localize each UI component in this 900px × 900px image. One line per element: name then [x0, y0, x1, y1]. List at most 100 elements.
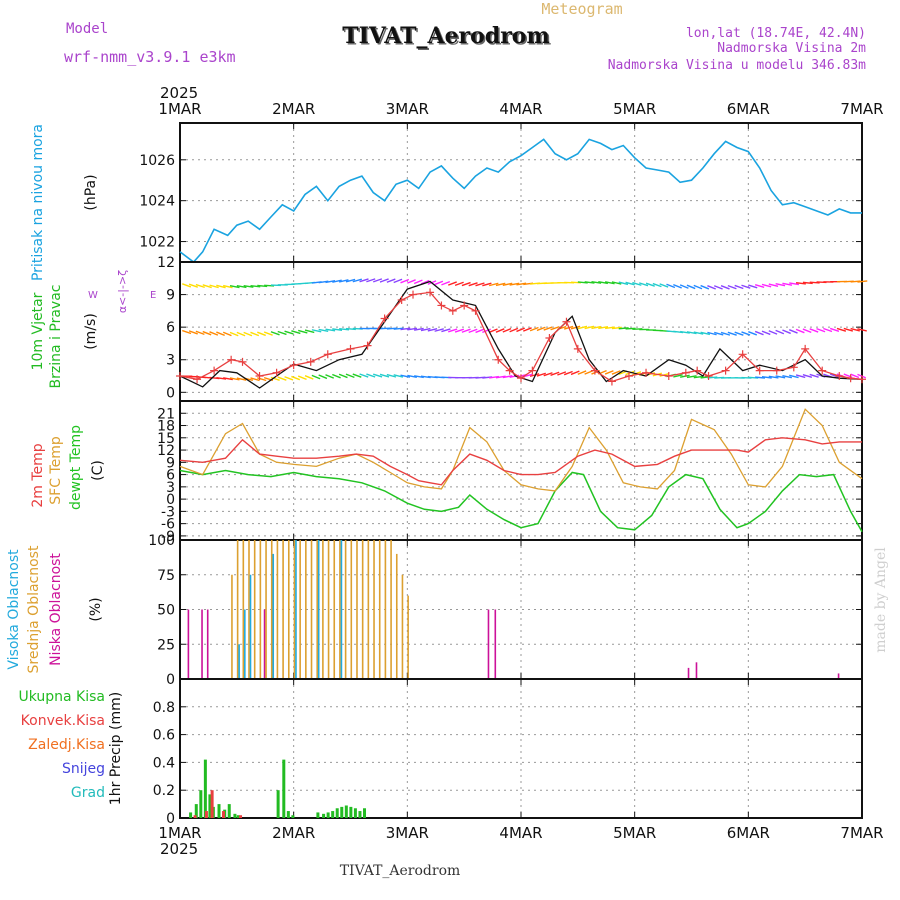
wind-barb	[625, 327, 636, 330]
y-tick-label: 9	[166, 455, 175, 471]
wind-barb	[755, 376, 766, 379]
model-label: Model	[66, 21, 108, 37]
wind-barb	[420, 279, 430, 285]
cloud-bar	[317, 540, 320, 679]
precip-bar	[236, 815, 240, 818]
cloud-bar	[344, 540, 347, 679]
y-tick-label: 0.6	[153, 728, 175, 744]
wind-barb	[741, 284, 751, 289]
wind-speed-point	[346, 344, 355, 353]
precip-bar	[340, 806, 344, 818]
wind-barb	[223, 377, 233, 381]
wind-barb	[407, 374, 417, 378]
y-tick-label: 0	[166, 672, 175, 688]
wind-barb	[352, 278, 362, 283]
wind-barb	[577, 281, 588, 284]
wind-barb	[502, 282, 513, 286]
precip-bar	[239, 815, 243, 818]
precip-label: Grad	[71, 785, 105, 801]
wind-barb	[236, 331, 246, 337]
wind-barb	[263, 331, 273, 336]
wind-barb	[618, 281, 629, 286]
wind-barb	[829, 373, 839, 378]
wind-barb	[393, 374, 404, 378]
wind-barb	[291, 330, 301, 335]
wind-barb	[850, 373, 860, 379]
time-tick-label-bottom: 3MAR	[386, 824, 429, 842]
cloud-bar	[322, 540, 324, 679]
wind-barb	[468, 282, 478, 287]
time-tick-label-bottom: 2MAR	[272, 824, 315, 842]
wind-barb	[714, 331, 724, 336]
wind-barb	[707, 285, 716, 290]
wind-speed-point	[272, 368, 281, 377]
wind-barb	[400, 278, 410, 284]
wind-barb	[748, 376, 759, 379]
cloud-bar	[327, 540, 330, 679]
wind-barb	[352, 373, 362, 378]
temp-label-sfc: SFC Temp	[48, 436, 64, 505]
panel-wind: 0 3 6 9 12	[157, 255, 868, 402]
wind-barb	[754, 284, 765, 289]
wind-barb	[645, 282, 655, 287]
wind-speed-point	[363, 341, 372, 350]
precip-bar	[204, 811, 208, 818]
wind-barb	[734, 331, 744, 336]
wind-barb	[686, 284, 696, 290]
wind-barb	[700, 331, 711, 336]
wind-barb	[229, 377, 240, 381]
cloud-bar	[270, 540, 273, 679]
cloud-bar	[395, 553, 398, 679]
panel-pressure: 1022 1024 1026	[139, 122, 863, 264]
cloud-label-low: Niska Oblacnost	[48, 553, 64, 666]
wind-barb	[202, 330, 212, 336]
cloud-label-high: Visoka Oblacnost	[6, 549, 22, 670]
cloud-bar	[299, 540, 301, 679]
wind-barb	[386, 327, 397, 330]
wind-barb	[243, 285, 254, 288]
cloud-bar	[236, 540, 239, 679]
wind-barb	[604, 281, 615, 285]
wind-barb	[359, 278, 369, 283]
cloud-bar	[305, 540, 307, 679]
wind-barb	[679, 284, 689, 289]
wind-barb	[529, 326, 539, 332]
cloud-bar	[295, 540, 297, 679]
wind-barb	[475, 328, 485, 334]
wind-speed-point	[460, 301, 469, 310]
wind-barb	[611, 370, 621, 375]
wind-barb	[223, 284, 233, 289]
wind-barb	[216, 331, 225, 337]
wind-barb	[502, 375, 513, 379]
wind-barb	[516, 282, 527, 286]
y-tick-label: 3	[166, 480, 175, 496]
wind-barb	[857, 328, 867, 332]
wind-barb	[727, 331, 737, 336]
temp-ylabel: (C)	[90, 460, 106, 481]
wind-barb	[250, 377, 260, 382]
wind-barb	[222, 331, 232, 337]
cloud-bar	[340, 540, 343, 679]
wind-barb	[441, 328, 451, 333]
precip-bar	[194, 804, 198, 818]
wind-speed-point	[494, 355, 503, 364]
precip-bar	[326, 812, 330, 818]
cloud-bar	[384, 540, 387, 679]
wind-barb	[543, 372, 553, 377]
wind-barb	[523, 327, 532, 332]
wind-barb	[625, 281, 635, 286]
cloud-bar	[390, 540, 392, 679]
wind-speed-point	[238, 357, 247, 366]
cloud-bar	[378, 540, 381, 679]
wind-barb	[448, 281, 457, 286]
wind-barb	[557, 371, 567, 376]
time-tick-label-bottom: 7MAR	[840, 824, 883, 842]
cloud-bar	[201, 609, 203, 679]
temp-2m-line	[179, 437, 862, 486]
temp-label-2m: 2m Temp	[30, 443, 46, 507]
cloud-bar	[244, 609, 246, 679]
precip-bar	[331, 811, 335, 818]
wind-speed-point	[607, 377, 616, 386]
time-tick-label-top: 1MAR	[158, 100, 201, 118]
